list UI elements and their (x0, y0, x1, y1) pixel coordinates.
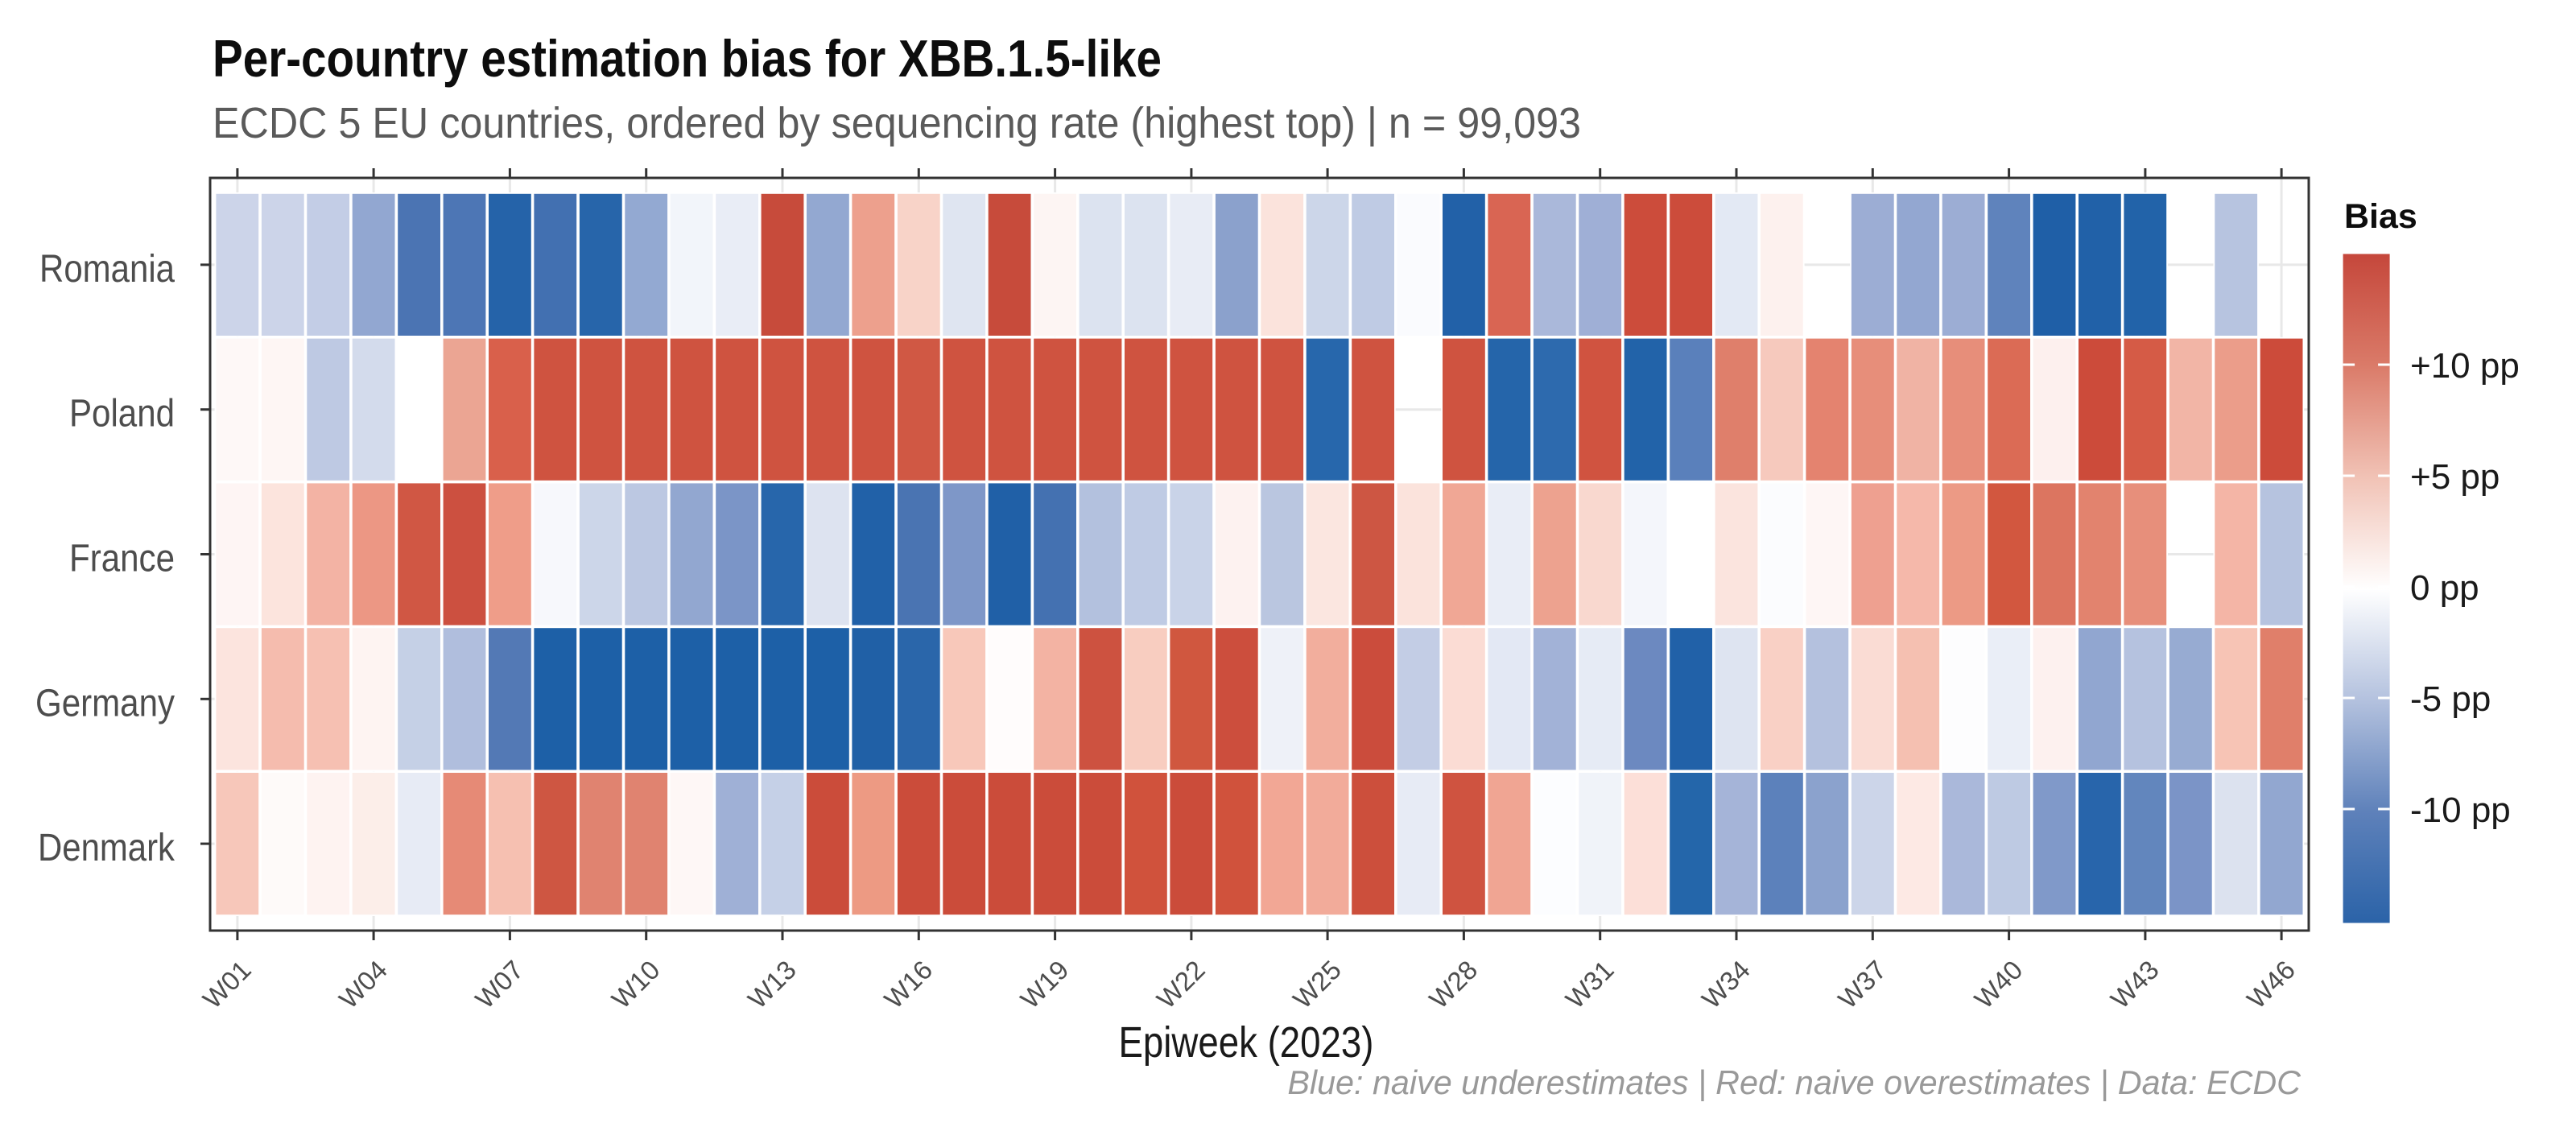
svg-text:0 pp: 0 pp (2410, 568, 2479, 608)
svg-text:-10 pp: -10 pp (2410, 791, 2511, 830)
svg-text:+5 pp: +5 pp (2410, 457, 2500, 497)
svg-text:+10 pp: +10 pp (2410, 346, 2520, 386)
svg-text:ECDC 5 EU countries, ordered b: ECDC 5 EU countries, ordered by sequenci… (213, 99, 1581, 147)
svg-text:Romania: Romania (39, 248, 175, 291)
svg-text:-5 pp: -5 pp (2410, 679, 2491, 719)
svg-text:Poland: Poland (69, 393, 175, 436)
svg-text:Bias: Bias (2344, 197, 2417, 236)
svg-text:Blue: naive underestimates | R: Blue: naive underestimates | Red: naive … (1287, 1064, 2301, 1101)
svg-text:Per-country estimation bias fo: Per-country estimation bias for XBB.1.5-… (213, 29, 1162, 88)
svg-text:Germany: Germany (35, 682, 175, 724)
svg-text:Epiweek (2023): Epiweek (2023) (1119, 1018, 1374, 1067)
svg-text:Denmark: Denmark (38, 827, 175, 869)
svg-text:France: France (69, 538, 175, 580)
